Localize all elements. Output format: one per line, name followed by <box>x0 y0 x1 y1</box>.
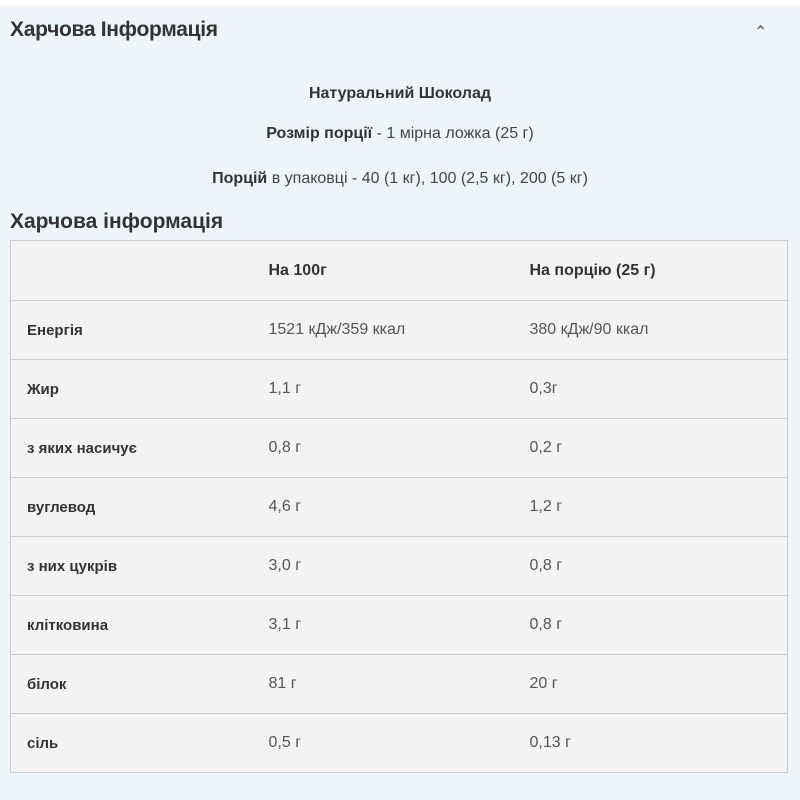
servings-value: в упаковці - 40 (1 кг), 100 (2,5 кг), 20… <box>267 170 588 187</box>
column-header: На порцію (25 г) <box>529 261 656 279</box>
column-header <box>11 241 269 301</box>
nutrient-value: 3,1 г <box>268 595 530 655</box>
nutrient-value: 81 г <box>268 654 530 714</box>
nutrition-table: На 100г На порцію (25 г) Енергія 1521 кДж… <box>10 240 788 773</box>
nutrient-value: 1,1 г <box>268 359 530 419</box>
nutrient-value: 1521 кДж/359 ккал <box>268 300 530 360</box>
nutrient-value: 380 кДж/90 ккал <box>529 300 788 360</box>
nutrient-value: 0,3г <box>529 359 788 419</box>
nutrient-value: 0,13 г <box>529 713 788 773</box>
nutrient-name: Жир <box>10 359 269 419</box>
table-row: Енергія 1521 кДж/359 ккал 380 кДж/90 ккал <box>10 300 788 360</box>
nutrient-value: 20 г <box>529 654 788 714</box>
nutrient-name: Енергія <box>10 300 269 360</box>
nutrient-name: з яких насичує <box>10 418 269 478</box>
table-row: з яких насичує 0,8 г 0,2 г <box>10 418 788 478</box>
table-row: клітковина 3,1 г 0,8 г <box>10 595 788 655</box>
chevron-up-icon[interactable]: ⌃ <box>754 24 768 41</box>
table-row: Жир 1,1 г 0,3г <box>10 359 788 419</box>
nutrient-value: 0,8 г <box>529 536 788 596</box>
nutrient-name: сіль <box>10 713 269 773</box>
accordion-title[interactable]: Харчова Інформація <box>10 18 218 41</box>
table-row: вуглевод 4,6 г 1,2 г <box>10 477 788 537</box>
serving-size-label: Розмір порції <box>266 125 373 142</box>
top-divider <box>0 0 800 6</box>
table-title: Харчова інформація <box>10 210 224 233</box>
nutrient-value: 3,0 г <box>268 536 530 596</box>
servings-per-pack: Порцій в упаковці - 40 (1 кг), 100 (2,5 … <box>0 170 800 188</box>
nutrient-value: 1,2 г <box>529 477 788 537</box>
nutrient-value: 4,6 г <box>268 477 530 537</box>
nutrient-name: вуглевод <box>10 477 269 537</box>
table-header-row: На 100г На порцію (25 г) <box>11 241 788 301</box>
nutrient-name: білок <box>10 654 269 714</box>
serving-size-value: - 1 мірна ложка (25 г) <box>372 125 534 142</box>
product-name: Натуральний Шоколад <box>308 85 492 102</box>
serving-size: Розмір порції - 1 мірна ложка (25 г) <box>0 125 800 143</box>
nutrient-value: 0,5 г <box>268 713 530 773</box>
nutrient-value: 0,8 г <box>529 595 788 655</box>
servings-label: Порцій <box>212 170 268 187</box>
column-header: На 100г <box>268 261 327 279</box>
nutrient-value: 0,2 г <box>529 418 788 478</box>
table-row: білок 81 г 20 г <box>10 654 788 714</box>
table-row: сіль 0,5 г 0,13 г <box>10 713 788 773</box>
table-row: з них цукрів 3,0 г 0,8 г <box>10 536 788 596</box>
nutrient-name: клітковина <box>10 595 269 655</box>
nutrient-name: з них цукрів <box>10 536 269 596</box>
nutrient-value: 0,8 г <box>268 418 530 478</box>
